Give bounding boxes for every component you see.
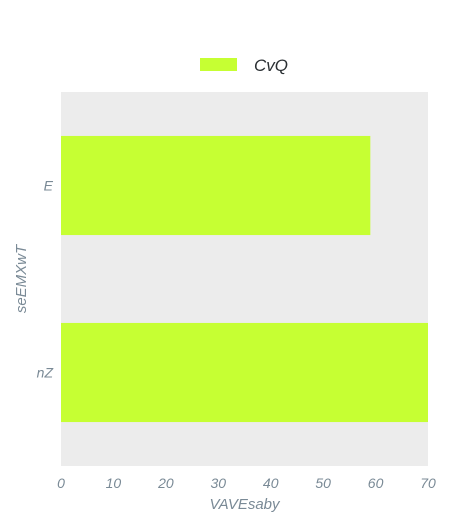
y-axis-title: seEMXwT <box>13 243 30 313</box>
y-tick-label: nZ <box>37 365 54 381</box>
bar-group <box>61 135 428 423</box>
x-tick-label: 50 <box>315 475 331 491</box>
legend-label: CvQ <box>254 56 288 75</box>
legend: CvQ <box>200 56 288 75</box>
x-tick-label: 60 <box>368 475 384 491</box>
y-tick-label: E <box>44 178 54 194</box>
x-tick-label: 20 <box>157 475 174 491</box>
legend-swatch <box>200 58 237 71</box>
x-tick-label: 40 <box>263 475 279 491</box>
x-tick-labels: 0 10 20 30 40 50 60 70 <box>57 475 436 491</box>
y-tick-labels: EnZ <box>37 178 54 381</box>
x-axis-title: VAVEsaby <box>209 496 281 513</box>
x-tick-label: 30 <box>210 475 226 491</box>
bar-E <box>61 135 371 236</box>
bar-nZ <box>61 322 428 423</box>
x-tick-label: 10 <box>106 475 122 491</box>
x-tick-label: 70 <box>420 475 436 491</box>
x-tick-label: 0 <box>57 475 65 491</box>
